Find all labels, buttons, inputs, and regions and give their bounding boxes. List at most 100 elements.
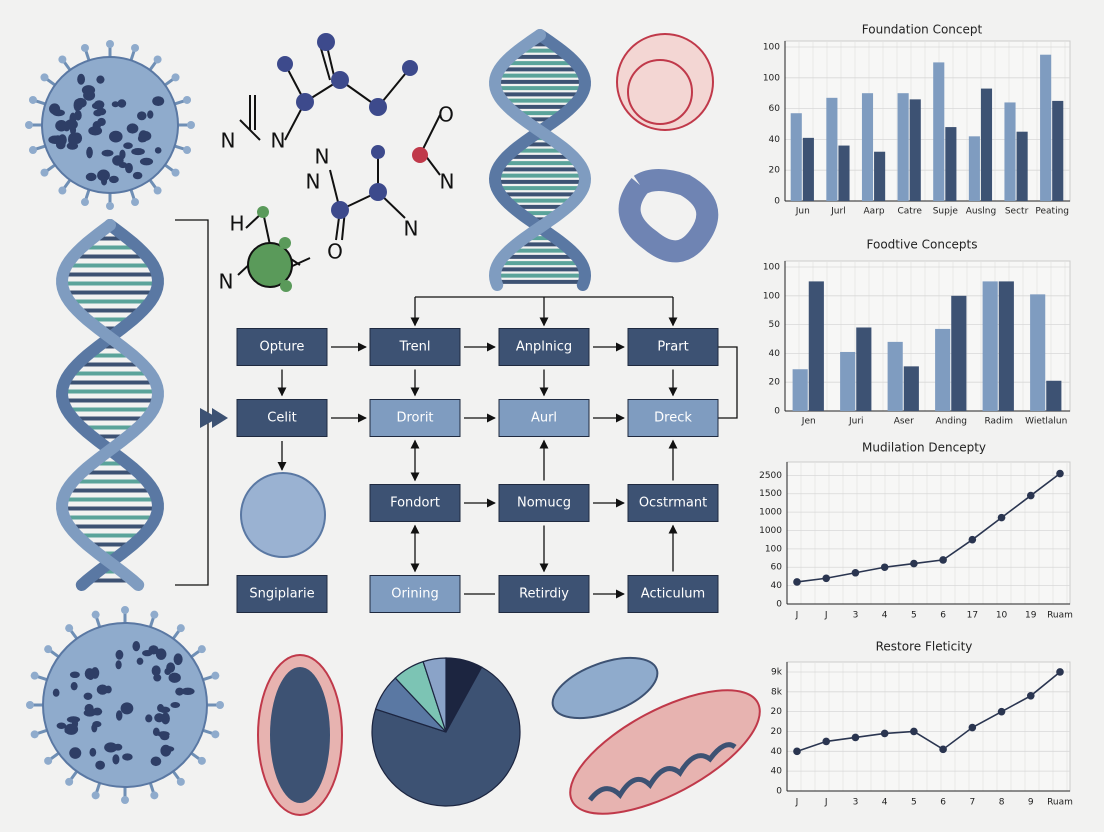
y-tick-label: 0 (776, 787, 782, 797)
bar (968, 136, 980, 201)
flow-node (498, 575, 590, 613)
x-tick-label: Juri (848, 417, 864, 427)
virus-dot (49, 103, 61, 115)
virus-dot (115, 710, 123, 721)
atom-label: O (438, 103, 454, 127)
virus-dot (112, 131, 119, 138)
spike-tip (131, 198, 140, 207)
flow-node (369, 399, 461, 437)
x-tick-label: 10 (996, 611, 1008, 621)
plot-area (786, 461, 1071, 605)
spike-tip (28, 95, 37, 104)
line (796, 671, 1061, 753)
virus-dot (55, 119, 68, 132)
virus-dot (150, 756, 162, 767)
protein-coil (618, 169, 719, 263)
virus-dot (83, 89, 96, 101)
bar (792, 369, 808, 411)
flow-node (369, 328, 461, 366)
virus-dot (70, 682, 78, 691)
y-tick-label: 40 (771, 747, 783, 757)
line-point (939, 556, 947, 564)
virus-dot (118, 162, 128, 169)
x-tick-label: 7 (969, 798, 975, 808)
spike-tip (80, 43, 89, 52)
y-tick-label: 40 (771, 581, 783, 591)
line-point (910, 559, 918, 568)
flow-node (236, 575, 328, 613)
spike-tip (106, 202, 114, 210)
bar (980, 88, 993, 201)
bar (1040, 54, 1052, 202)
flow-node (627, 328, 719, 366)
spike-tip (153, 55, 162, 64)
x-tick-label: Aarp (864, 207, 885, 217)
spike-tip (197, 645, 206, 654)
line-point (1026, 691, 1035, 700)
nucleus (270, 667, 330, 803)
spike-tip (44, 645, 53, 654)
virus-dot (104, 742, 118, 753)
x-tick-label: Jen (801, 417, 816, 427)
atom-label: N (404, 217, 419, 241)
x-tick-label: J (795, 798, 799, 808)
virus-dot (112, 754, 120, 765)
virus-dot (69, 671, 80, 679)
bar (856, 327, 872, 411)
virus-dot (85, 172, 97, 182)
bar (951, 295, 967, 411)
x-tick-label: 5 (911, 611, 917, 621)
bar (1046, 380, 1062, 411)
virus-dot (132, 171, 143, 180)
virus-dot (58, 134, 67, 146)
atom-label: N (221, 129, 236, 153)
spike-tip (131, 43, 140, 52)
spike-tip (26, 701, 34, 709)
line-point (910, 727, 918, 736)
x-tick-label: 3 (853, 798, 859, 808)
cristae (588, 742, 737, 802)
flow-node (236, 328, 328, 366)
y-tick-label: 9k (771, 667, 783, 677)
x-tick-label: Wietlalun (1025, 417, 1067, 427)
bar (808, 281, 824, 411)
spike-tip (121, 796, 129, 804)
pie-slice (371, 666, 521, 807)
spike-tip (44, 756, 53, 765)
line-point (793, 747, 801, 756)
pointer (212, 408, 228, 428)
flow-node (498, 484, 590, 522)
bar (982, 281, 998, 411)
line-point (822, 574, 831, 583)
virus-dot (119, 149, 126, 160)
line-point (880, 563, 889, 572)
virus-dot (142, 649, 153, 657)
y-tick-label: 40 (769, 135, 781, 145)
virus-dot (86, 146, 93, 159)
virus-dot (91, 102, 104, 110)
x-tick-label: Ruam (1047, 798, 1073, 808)
flow-node (369, 575, 461, 613)
bar (838, 145, 850, 201)
virus-dot (136, 657, 144, 665)
virus-dot (115, 649, 124, 660)
flow-node-label: Prart (657, 340, 688, 355)
virus-dot (73, 99, 81, 112)
line-point (1056, 469, 1064, 478)
bar (935, 328, 951, 411)
spike-tip (183, 146, 192, 155)
virus-dot (154, 713, 165, 723)
virus-dot (109, 175, 119, 184)
y-tick-label: 8k (771, 687, 783, 697)
bar (887, 341, 903, 411)
strand (56, 219, 164, 591)
virus-dot (83, 709, 96, 717)
spike-tip (153, 186, 162, 195)
virus-dot (96, 75, 105, 84)
virus-dot (147, 110, 154, 119)
line-point (851, 568, 860, 577)
y-tick-label: 100 (763, 263, 780, 273)
line-point (997, 707, 1006, 716)
x-tick-label: J (795, 611, 799, 621)
spike-tip (176, 777, 185, 786)
